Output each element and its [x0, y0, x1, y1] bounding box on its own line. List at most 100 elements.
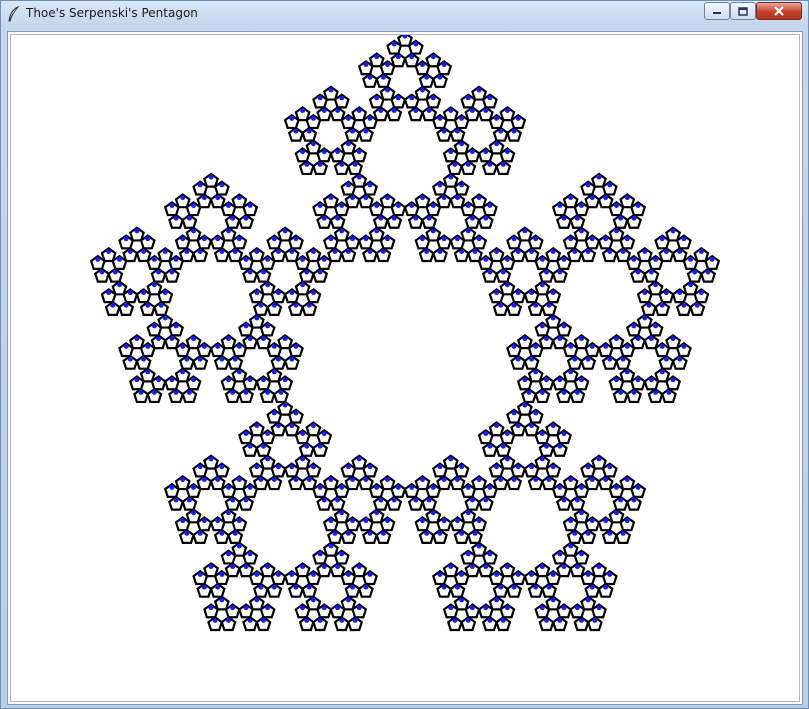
- fractal-accent-dot: [191, 228, 196, 233]
- fractal-accent-dot: [664, 249, 669, 254]
- fractal-accent-dot: [357, 149, 362, 154]
- title-bar[interactable]: Thoe's Serpenski's Pentagon: [1, 1, 808, 27]
- fractal-accent-dot: [328, 195, 333, 200]
- fractal-accent-dot: [664, 357, 669, 362]
- fractal-accent-dot: [289, 572, 294, 577]
- fractal-accent-dot: [350, 585, 355, 590]
- fractal-accent-dot: [533, 477, 538, 482]
- fractal-accent-dot: [533, 344, 538, 349]
- fractal-accent-dot: [427, 216, 432, 221]
- fractal-accent-dot: [671, 336, 676, 341]
- fractal-accent-dot: [141, 357, 146, 362]
- fractal-accent-dot: [452, 162, 457, 167]
- fractal-accent-dot: [420, 62, 425, 67]
- fractal-accent-dot: [339, 551, 344, 556]
- fractal-accent-dot: [226, 618, 231, 623]
- fractal-accent-dot: [568, 344, 573, 349]
- fractal-accent-dot: [466, 485, 471, 490]
- window-title: Thoe's Serpenski's Pentagon: [26, 6, 198, 20]
- fractal-accent-dot: [289, 464, 294, 469]
- fractal-accent-dot: [233, 249, 238, 254]
- fractal-accent-dot: [226, 510, 231, 515]
- fractal-accent-dot: [180, 369, 185, 374]
- fractal-accent-dot: [152, 257, 157, 262]
- fractal-accent-dot: [557, 485, 562, 490]
- fractal-accent-dot: [374, 54, 379, 59]
- fractal-accent-dot: [254, 316, 259, 321]
- fractal-canvas[interactable]: [11, 35, 799, 701]
- fractal-accent-dot: [215, 585, 220, 590]
- fractal-accent-dot: [614, 228, 619, 233]
- maximize-button[interactable]: [730, 2, 756, 20]
- fractal-accent-dot: [248, 444, 253, 449]
- fractal-accent-dot: [339, 618, 344, 623]
- fractal-accent-dot: [483, 498, 488, 503]
- fractal-accent-dot: [180, 195, 185, 200]
- fractal-accent-dot: [424, 531, 429, 536]
- fractal-accent-dot: [459, 464, 464, 469]
- fractal-accent-dot: [688, 257, 693, 262]
- fractal-accent-dot: [226, 336, 231, 341]
- fractal-accent-dot: [219, 531, 224, 536]
- fractal-accent-dot: [293, 585, 298, 590]
- fractal-accent-dot: [699, 290, 704, 295]
- fractal-accent-dot: [187, 498, 192, 503]
- fractal-accent-dot: [516, 423, 521, 428]
- fractal-accent-dot: [304, 162, 309, 167]
- fractal-accent-dot: [191, 377, 196, 382]
- fractal-accent-dot: [413, 108, 418, 113]
- sierpinski-pentagon: [91, 35, 719, 630]
- fractal-accent-dot: [540, 605, 545, 610]
- fractal-accent-dot: [681, 303, 686, 308]
- fractal-accent-dot: [392, 498, 397, 503]
- fractal-accent-dot: [614, 336, 619, 341]
- fractal-accent-dot: [244, 431, 249, 436]
- fractal-accent-dot: [487, 270, 492, 275]
- fractal-accent-dot: [505, 108, 510, 113]
- fractal-accent-dot: [621, 531, 626, 536]
- fractal-accent-dot: [134, 377, 139, 382]
- fractal-accent-dot: [625, 518, 630, 523]
- fractal-accent-dot: [403, 35, 408, 39]
- fractal-accent-dot: [318, 95, 323, 100]
- fractal-accent-dot: [237, 518, 242, 523]
- fractal-accent-dot: [540, 282, 545, 287]
- fractal-accent-dot: [516, 357, 521, 362]
- fractal-accent-dot: [631, 257, 636, 262]
- fractal-accent-dot: [180, 518, 185, 523]
- fractal-accent-dot: [368, 464, 373, 469]
- close-button[interactable]: [756, 2, 802, 20]
- fractal-accent-dot: [174, 498, 179, 503]
- fractal-accent-dot: [660, 369, 665, 374]
- fractal-accent-dot: [191, 485, 196, 490]
- fractal-accent-dot: [244, 605, 249, 610]
- fractal-accent-dot: [318, 618, 323, 623]
- fractal-accent-dot: [544, 270, 549, 275]
- fractal-accent-dot: [254, 597, 259, 602]
- fractal-accent-dot: [378, 108, 383, 113]
- fractal-accent-dot: [368, 572, 373, 577]
- fractal-accent-dot: [350, 195, 355, 200]
- fractal-accent-dot: [470, 605, 475, 610]
- fractal-accent-dot: [533, 411, 538, 416]
- fractal-accent-dot: [586, 357, 591, 362]
- fractal-accent-dot: [272, 477, 277, 482]
- fractal-accent-dot: [311, 116, 316, 121]
- fractal-accent-dot: [459, 116, 464, 121]
- fractal-accent-dot: [473, 531, 478, 536]
- fractal-accent-dot: [649, 336, 654, 341]
- minimize-button[interactable]: [704, 2, 730, 20]
- fractal-accent-dot: [501, 270, 506, 275]
- fractal-accent-dot: [477, 544, 482, 549]
- fractal-accent-dot: [557, 551, 562, 556]
- fractal-accent-dot: [568, 518, 573, 523]
- fractal-accent-dot: [557, 618, 562, 623]
- fractal-accent-dot: [636, 203, 641, 208]
- fractal-accent-dot: [625, 477, 630, 482]
- fractal-accent-dot: [483, 149, 488, 154]
- fractal-accent-dot: [544, 377, 549, 382]
- fractal-accent-dot: [512, 129, 517, 134]
- fractal-accent-dot: [322, 605, 327, 610]
- fractal-accent-dot: [477, 477, 482, 482]
- fractal-accent-dot: [607, 249, 612, 254]
